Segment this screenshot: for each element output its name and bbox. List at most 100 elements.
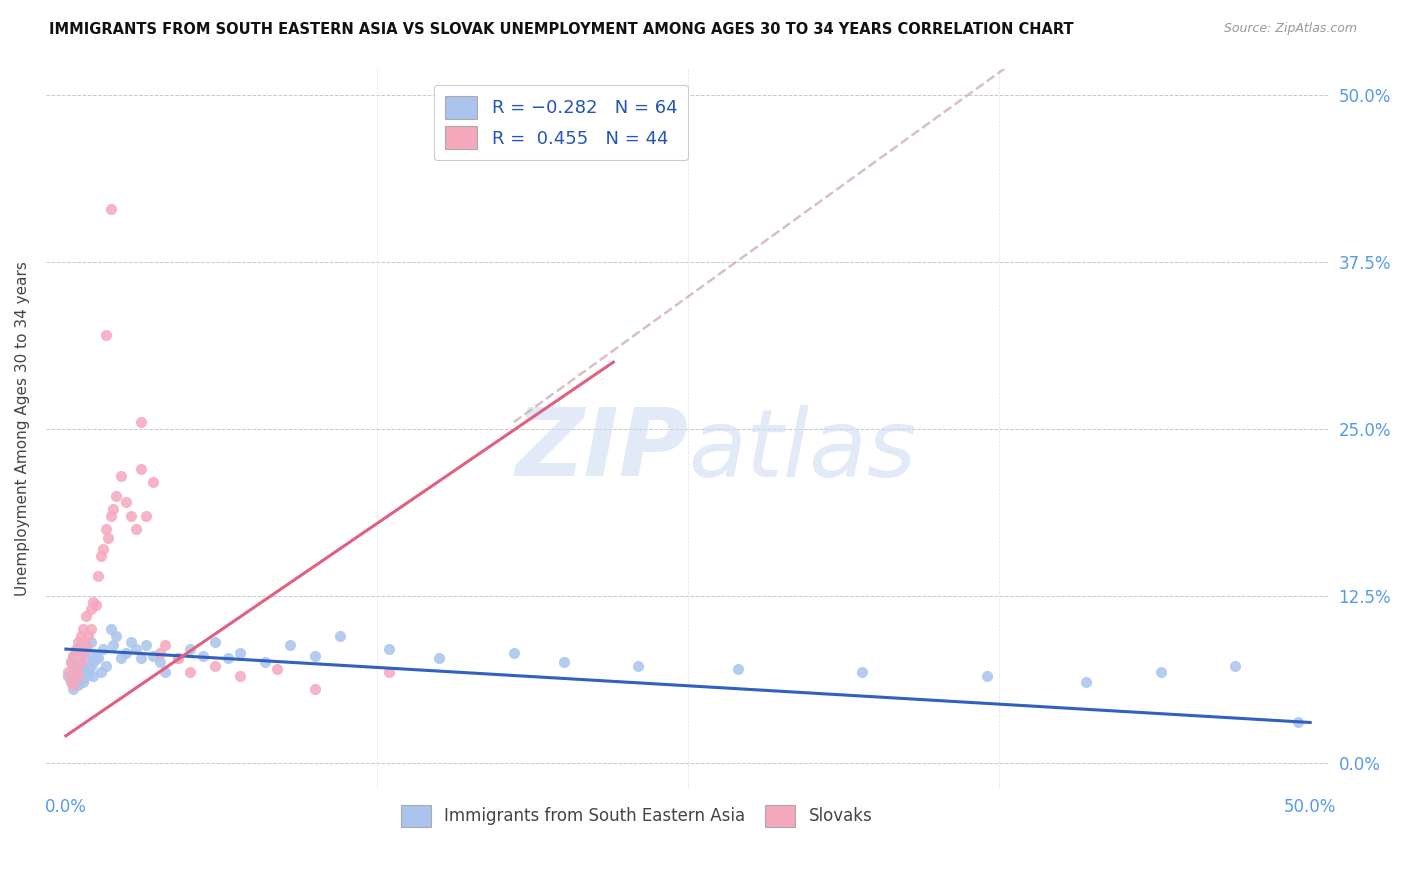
Point xyxy=(100,622,122,636)
Point xyxy=(266,662,288,676)
Point xyxy=(278,638,301,652)
Point xyxy=(104,489,127,503)
Point xyxy=(110,651,132,665)
Point xyxy=(72,622,94,636)
Point xyxy=(304,648,326,663)
Y-axis label: Unemployment Among Ages 30 to 34 years: Unemployment Among Ages 30 to 34 years xyxy=(15,261,30,597)
Point xyxy=(727,662,749,676)
Point xyxy=(72,646,94,660)
Point xyxy=(1225,659,1247,673)
Point xyxy=(155,638,177,652)
Point xyxy=(72,675,94,690)
Point xyxy=(124,642,146,657)
Point xyxy=(67,662,90,676)
Point xyxy=(120,508,142,523)
Text: atlas: atlas xyxy=(688,405,917,496)
Point xyxy=(80,602,103,616)
Point xyxy=(378,665,401,679)
Point xyxy=(91,541,114,556)
Point xyxy=(69,629,91,643)
Point xyxy=(77,645,100,659)
Point xyxy=(217,651,239,665)
Point xyxy=(90,549,112,563)
Point xyxy=(75,651,97,665)
Point xyxy=(851,665,873,679)
Point xyxy=(65,659,87,673)
Point xyxy=(94,328,117,343)
Point xyxy=(62,682,84,697)
Point xyxy=(179,642,201,657)
Point xyxy=(142,475,165,490)
Text: ZIP: ZIP xyxy=(515,404,688,497)
Point xyxy=(75,669,97,683)
Point xyxy=(502,646,524,660)
Point xyxy=(65,662,87,676)
Point xyxy=(65,642,87,657)
Point xyxy=(94,659,117,673)
Point xyxy=(149,646,172,660)
Point xyxy=(77,629,100,643)
Point xyxy=(204,635,226,649)
Point xyxy=(101,502,124,516)
Point xyxy=(58,665,80,679)
Point xyxy=(72,646,94,660)
Point xyxy=(124,522,146,536)
Text: IMMIGRANTS FROM SOUTH EASTERN ASIA VS SLOVAK UNEMPLOYMENT AMONG AGES 30 TO 34 YE: IMMIGRANTS FROM SOUTH EASTERN ASIA VS SL… xyxy=(49,22,1074,37)
Point xyxy=(97,531,120,545)
Point xyxy=(114,495,136,509)
Point xyxy=(82,595,104,609)
Point xyxy=(59,675,82,690)
Point xyxy=(77,665,100,679)
Point xyxy=(67,635,90,649)
Point xyxy=(62,665,84,679)
Point xyxy=(58,669,80,683)
Point xyxy=(101,638,124,652)
Point xyxy=(134,638,156,652)
Point xyxy=(167,651,190,665)
Point xyxy=(142,648,165,663)
Point xyxy=(134,508,156,523)
Text: Source: ZipAtlas.com: Source: ZipAtlas.com xyxy=(1223,22,1357,36)
Point xyxy=(100,202,122,216)
Point xyxy=(253,656,276,670)
Point xyxy=(67,669,90,683)
Point xyxy=(94,522,117,536)
Point xyxy=(90,665,112,679)
Point xyxy=(82,656,104,670)
Point xyxy=(378,642,401,657)
Point xyxy=(59,656,82,670)
Point xyxy=(67,678,90,692)
Point xyxy=(167,651,190,665)
Point xyxy=(69,638,91,652)
Point xyxy=(191,648,214,663)
Point xyxy=(1286,715,1309,730)
Point xyxy=(87,568,110,582)
Point xyxy=(75,608,97,623)
Point xyxy=(69,673,91,687)
Point xyxy=(84,648,107,663)
Point xyxy=(59,673,82,687)
Point xyxy=(229,669,252,683)
Point xyxy=(82,669,104,683)
Point xyxy=(100,508,122,523)
Point xyxy=(65,672,87,686)
Point xyxy=(69,656,91,670)
Point xyxy=(84,598,107,612)
Legend: Immigrants from South Eastern Asia, Slovaks: Immigrants from South Eastern Asia, Slov… xyxy=(392,797,880,835)
Point xyxy=(553,656,575,670)
Point xyxy=(59,656,82,670)
Point xyxy=(627,659,650,673)
Point xyxy=(62,648,84,663)
Point xyxy=(304,682,326,697)
Point xyxy=(427,651,450,665)
Point xyxy=(80,622,103,636)
Point xyxy=(80,659,103,673)
Point xyxy=(204,659,226,673)
Point xyxy=(72,658,94,673)
Point xyxy=(179,665,201,679)
Point xyxy=(104,629,127,643)
Point xyxy=(62,678,84,692)
Point xyxy=(329,629,352,643)
Point xyxy=(69,657,91,671)
Point xyxy=(155,665,177,679)
